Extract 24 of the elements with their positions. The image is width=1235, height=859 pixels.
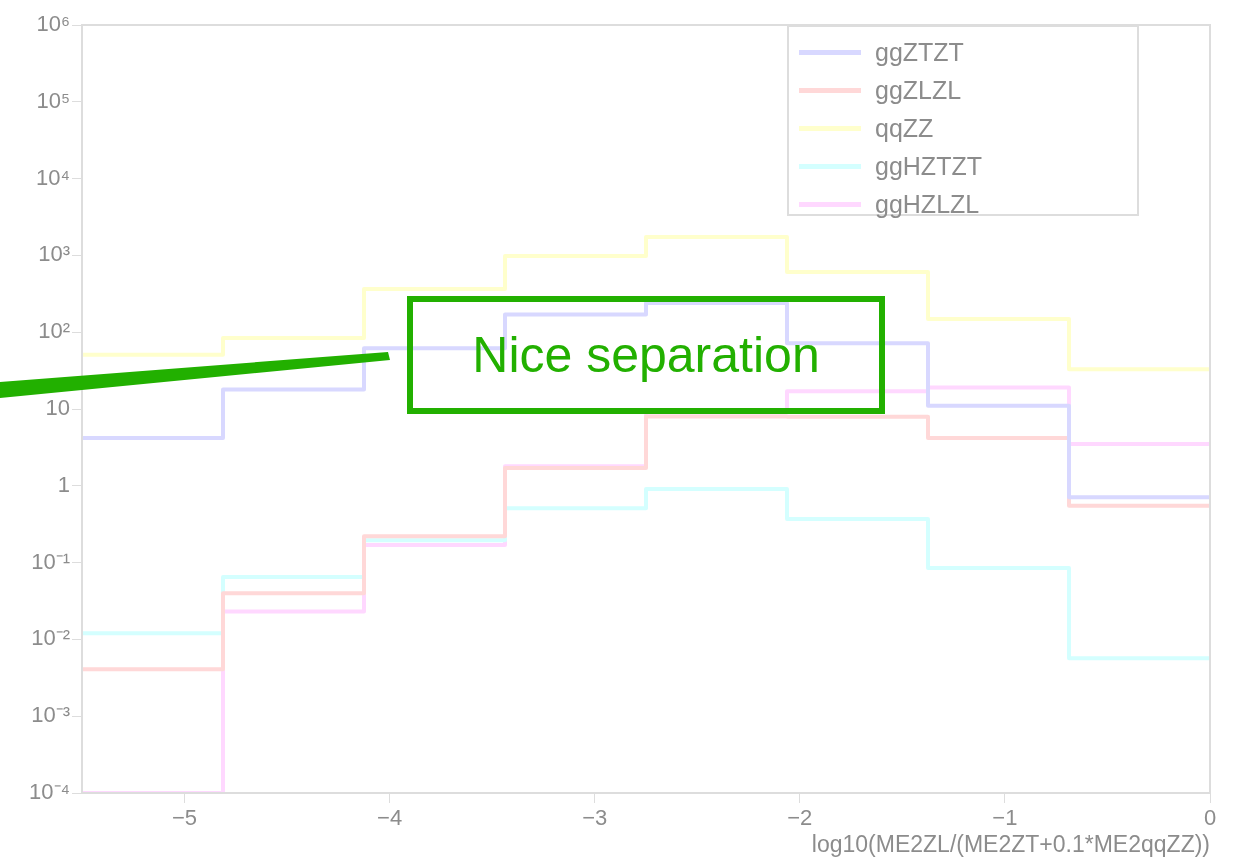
x-tick-label: −1 [992,805,1018,831]
x-tick-label: −2 [787,805,813,831]
y-tick-label: 10⁵ [36,87,70,113]
x-axis-title: log10(ME2ZL/(ME2ZT+0.1*ME2qqZZ)) [811,830,1210,857]
y-tick-label: 10⁻³ [31,702,70,728]
legend-label: ggHZLZL [875,189,980,219]
y-tick-label: 1 [57,471,70,497]
y-tick-label: 10⁻¹ [31,548,70,574]
y-tick-label: 10 [45,395,70,421]
x-tick-label: −3 [582,805,608,831]
y-tick-label: 10³ [38,241,70,267]
y-tick-label: 10⁶ [36,11,70,37]
y-tick-label: 10⁴ [36,164,70,190]
y-tick-label: 10⁻⁴ [29,779,70,805]
x-tick-label: −5 [172,805,198,831]
legend-label: ggHZTZT [875,151,982,181]
legend-label: ggZTZT [875,37,964,67]
x-tick-label: 0 [1203,805,1217,831]
y-tick-label: 10² [38,318,70,344]
legend-label: qqZZ [875,113,934,143]
x-tick-label: −4 [377,805,403,831]
annotation: Nice separation [407,296,885,414]
y-tick-label: 10⁻² [31,625,70,651]
legend-label: ggZLZL [875,75,962,105]
